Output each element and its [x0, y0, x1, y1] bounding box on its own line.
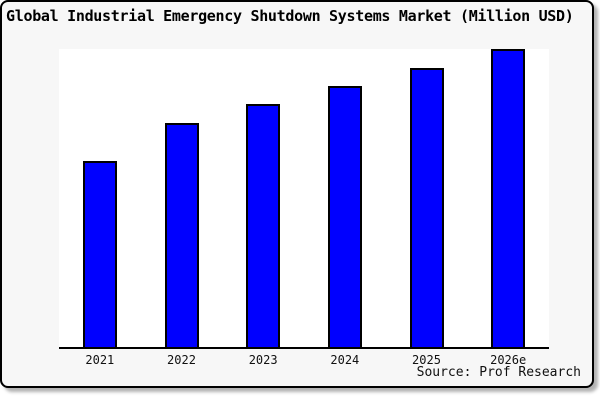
bar-2021: [83, 161, 117, 347]
x-tick-label-2024: 2024: [330, 353, 360, 367]
bar-2025: [410, 68, 444, 347]
plot-area: [59, 49, 549, 349]
x-tick-label-2021: 2021: [85, 353, 115, 367]
chart-title: Global Industrial Emergency Shutdown Sys…: [6, 7, 574, 25]
source-note: Source: Prof Research: [416, 365, 581, 380]
chart-frame: Global Industrial Emergency Shutdown Sys…: [0, 0, 594, 388]
bar-2023: [246, 104, 280, 347]
x-tick-label-2026e: 2026e: [490, 353, 527, 367]
x-tick-label-2022: 2022: [167, 353, 196, 367]
x-tick-label-2023: 2023: [248, 353, 278, 367]
bar-2022: [165, 123, 199, 347]
bar-2026e: [491, 49, 525, 347]
bar-2024: [328, 86, 362, 347]
x-tick-label-2025: 2025: [412, 353, 441, 367]
x-axis-labels: 2021 2022 2023 2024 2025 2026e: [59, 353, 549, 369]
